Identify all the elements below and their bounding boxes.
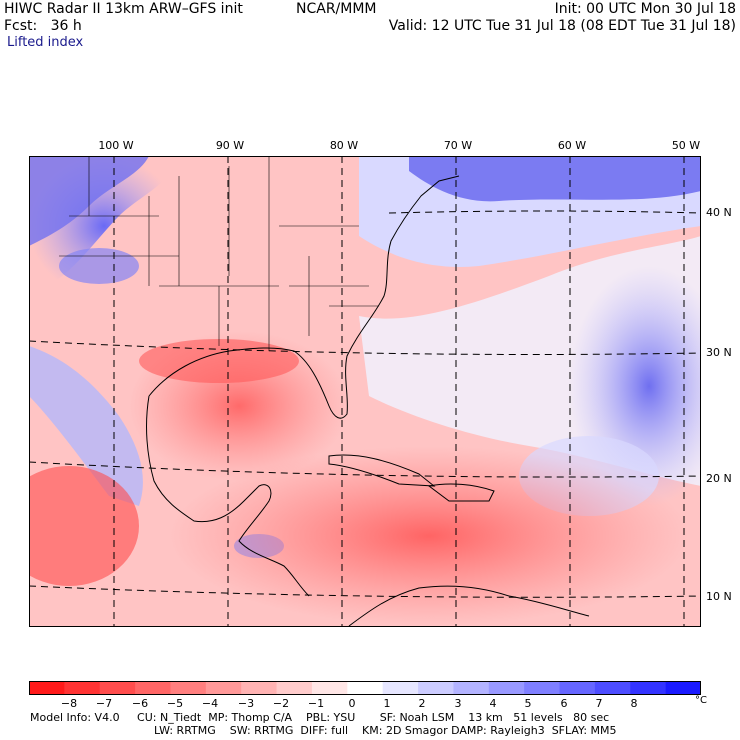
us-gulf-coast <box>148 175 460 419</box>
colorbar-label: 1 <box>383 697 391 710</box>
model-info-line2: LW: RRTMG SW: RRTMG DIFF: full KM: 2D Sm… <box>154 724 617 737</box>
colorbar-swatch <box>453 681 490 695</box>
lat-label-20n: 20 N <box>706 472 732 485</box>
mexico-coast <box>146 395 310 597</box>
colorbar-swatch <box>347 681 384 695</box>
colorbar-label: 7 <box>595 697 603 710</box>
parallel-10n <box>29 585 701 598</box>
colorbar-label: −3 <box>237 697 255 710</box>
colorbar-swatch <box>241 681 278 695</box>
lifted-index-map <box>29 156 701 627</box>
colorbar-border <box>29 681 701 695</box>
lat-label-30n: 30 N <box>706 346 732 359</box>
colorbar-label: −8 <box>60 697 78 710</box>
colorbar-label: 6 <box>560 697 568 710</box>
lon-label-60w: 60 W <box>557 139 587 152</box>
colorbar-swatch <box>488 681 525 695</box>
northeast-blue-region <box>409 156 701 202</box>
colorbar-label: 2 <box>418 697 426 710</box>
field-name: Lifted index <box>7 35 84 50</box>
lat-label-10n: 10 N <box>706 590 732 603</box>
lat-label-40n: 40 N <box>706 206 732 219</box>
colorbar-swatch <box>135 681 171 695</box>
map-frame <box>29 156 701 627</box>
colorbar-label: 5 <box>524 697 532 710</box>
colorbar-swatch <box>418 681 454 695</box>
colorbar-swatch <box>559 681 596 695</box>
init-time: Init: 00 UTC Mon 30 Jul 18 <box>554 1 736 17</box>
colorbar-swatch <box>311 681 348 695</box>
parallel-40n <box>388 210 701 214</box>
model-title: HIWC Radar II 13km ARW–GFS init <box>4 1 243 17</box>
colorbar <box>29 681 701 695</box>
hispaniola <box>427 483 495 502</box>
colorbar-label: 3 <box>454 697 462 710</box>
colorbar-swatch <box>524 681 561 695</box>
forecast-hour: Fcst: 36 h <box>4 18 82 34</box>
colorbar-label: −6 <box>131 697 149 710</box>
caribbean-unstable-region <box>169 446 689 626</box>
colorbar-unit: °C <box>695 695 707 706</box>
cuba <box>328 454 436 487</box>
colorbar-swatch <box>665 681 701 695</box>
model-info-line1: Model Info: V4.0 CU: N_Tiedt MP: Thomp C… <box>30 711 610 724</box>
colorbar-label: −7 <box>95 697 113 710</box>
valid-time: Valid: 12 UTC Tue 31 Jul 18 (08 EDT Tue … <box>388 18 736 34</box>
colorbar-swatch <box>594 681 631 695</box>
colorbar-swatch <box>170 681 207 695</box>
colorbar-swatch <box>630 681 667 695</box>
colorbar-swatch <box>276 681 313 695</box>
lon-label-50w: 50 W <box>671 139 701 152</box>
graticule <box>29 156 701 627</box>
south-america-coast <box>348 585 590 627</box>
lon-label-90w: 90 W <box>215 139 245 152</box>
parallel-20n <box>29 461 701 478</box>
colorbar-label: 8 <box>630 697 638 710</box>
colorbar-swatch <box>382 681 419 695</box>
colorbar-swatch <box>64 681 101 695</box>
colorbar-swatch <box>29 681 65 695</box>
colorbar-label: −4 <box>201 697 219 710</box>
lon-label-80w: 80 W <box>329 139 359 152</box>
lon-label-100w: 100 W <box>98 139 134 152</box>
colorbar-label: −5 <box>166 697 184 710</box>
parallel-30n <box>29 340 701 355</box>
colorbar-label: 4 <box>489 697 497 710</box>
colorbar-swatch <box>99 681 136 695</box>
colorbar-label: −1 <box>307 697 325 710</box>
colorbar-swatch <box>205 681 242 695</box>
colorbar-label: −2 <box>272 697 290 710</box>
lon-label-70w: 70 W <box>443 139 473 152</box>
source-label: NCAR/MMM <box>296 1 377 17</box>
colorbar-label: 0 <box>348 697 356 710</box>
